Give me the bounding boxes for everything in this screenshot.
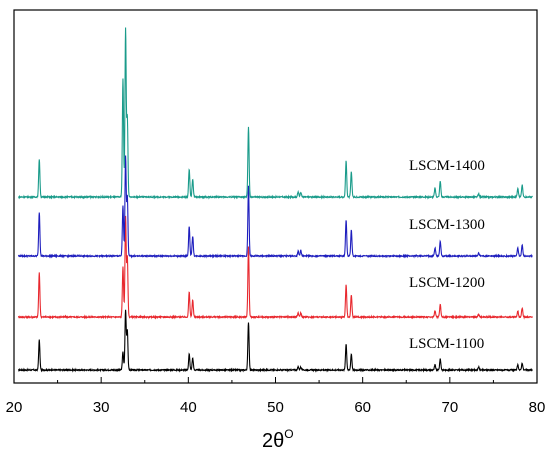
x-tick-label: 20: [6, 399, 23, 416]
series-label-lscm-1100: LSCM-1100: [409, 336, 484, 352]
x-tick-label: 80: [529, 399, 546, 416]
series-line-lscm-1200: [17, 215, 533, 320]
series-line-lscm-1400: [18, 27, 533, 200]
x-tick-label: 40: [180, 399, 197, 416]
series-label-lscm-1200: LSCM-1200: [409, 275, 485, 291]
series-labels: LSCM-1100 LSCM-1200 LSCM-1300 LSCM-1400: [409, 158, 485, 352]
series-label-lscm-1400: LSCM-1400: [409, 158, 485, 174]
x-tick-label: 60: [354, 399, 371, 416]
x-tick-label: 50: [267, 399, 284, 416]
x-tick-label: 30: [93, 399, 110, 416]
x-axis-ticks: 20 30 40 50 60 70 80: [6, 377, 546, 416]
x-axis-label: 2θO: [262, 427, 294, 452]
series-group: [17, 27, 533, 373]
series-line-lscm-1300: [17, 155, 533, 259]
series-line-lscm-1100: [18, 309, 533, 373]
series-label-lscm-1300: LSCM-1300: [409, 217, 485, 233]
x-tick-label: 70: [441, 399, 458, 416]
